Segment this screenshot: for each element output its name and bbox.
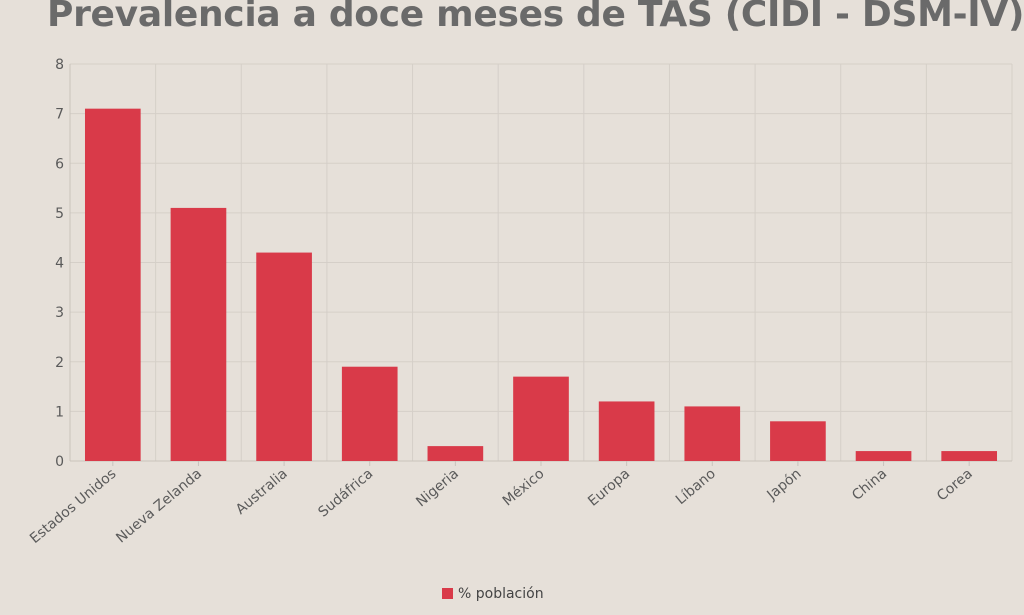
y-tick-label: 8 bbox=[55, 57, 64, 73]
x-tick-label: Sudáfrica bbox=[315, 466, 376, 521]
x-tick-label: Nueva Zelanda bbox=[113, 466, 205, 547]
bar[interactable] bbox=[941, 451, 998, 461]
x-tick-label: Nigeria bbox=[413, 466, 462, 510]
chart-title: Prevalencia a doce meses de TAS (CIDI - … bbox=[47, 0, 1024, 35]
legend-swatch bbox=[442, 588, 453, 599]
bar[interactable] bbox=[84, 108, 141, 461]
x-tick-label: Australia bbox=[233, 466, 291, 518]
bar[interactable] bbox=[256, 252, 312, 461]
x-tick-label: Europa bbox=[585, 466, 633, 510]
legend[interactable]: % población bbox=[442, 586, 544, 602]
x-tick-label: Estados Unidos bbox=[27, 466, 119, 547]
y-tick-label: 4 bbox=[55, 256, 64, 272]
y-tick-label: 7 bbox=[55, 107, 64, 123]
x-tick-label: México bbox=[500, 466, 548, 510]
bar[interactable] bbox=[341, 366, 398, 461]
y-axis-ticks: 0 1 2 3 4 5 6 7 8 bbox=[55, 57, 64, 470]
bar-series bbox=[84, 108, 998, 461]
y-tick-label: 1 bbox=[55, 404, 64, 420]
bar[interactable] bbox=[684, 406, 741, 461]
y-tick-label: 2 bbox=[55, 355, 64, 371]
x-tick-label: Líbano bbox=[673, 466, 719, 508]
bar[interactable] bbox=[855, 451, 912, 461]
y-tick-label: 0 bbox=[55, 454, 64, 470]
bar[interactable] bbox=[770, 421, 826, 461]
y-tick-label: 3 bbox=[55, 305, 64, 321]
y-tick-label: 5 bbox=[55, 206, 64, 222]
x-tick-label: Japón bbox=[764, 466, 805, 504]
bar[interactable] bbox=[427, 446, 484, 461]
x-tick-label: China bbox=[849, 466, 890, 504]
legend-label: % población bbox=[458, 586, 544, 602]
y-tick-label: 6 bbox=[55, 156, 64, 172]
bar[interactable] bbox=[170, 207, 227, 461]
bar[interactable] bbox=[513, 376, 569, 461]
bar[interactable] bbox=[598, 401, 655, 461]
x-tick-label: Corea bbox=[934, 466, 976, 505]
